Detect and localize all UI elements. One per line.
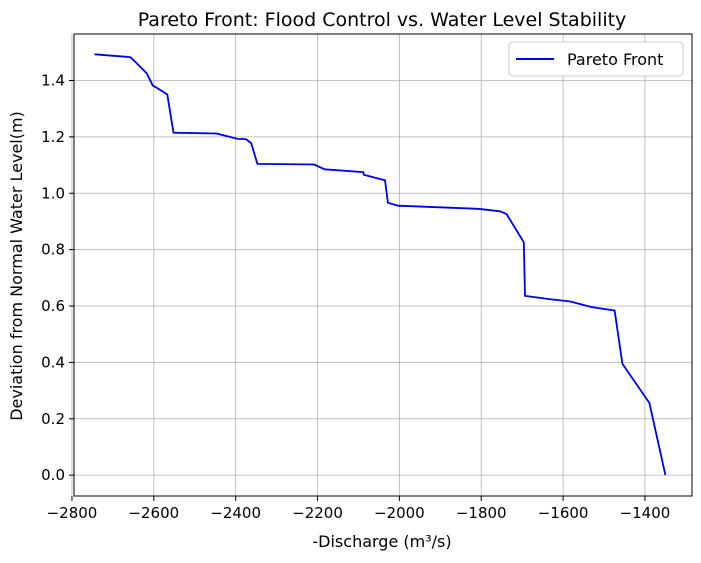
- y-tick-label: 0.2: [41, 410, 65, 428]
- x-tick-label: −1600: [538, 504, 589, 522]
- y-tick-label: 1.2: [41, 128, 65, 146]
- y-tick-label: 0.4: [41, 353, 65, 371]
- x-tick-label: −2800: [47, 504, 98, 522]
- chart-title: Pareto Front: Flood Control vs. Water Le…: [138, 9, 627, 31]
- y-tick-label: 0.6: [41, 297, 65, 315]
- y-tick-label: 1.0: [41, 184, 65, 202]
- x-tick-label: −2000: [374, 504, 425, 522]
- series-group: [94, 53, 667, 476]
- x-tick-label: −2400: [210, 504, 261, 522]
- series-line-pareto-front: [94, 53, 667, 476]
- y-axis-ticks: 0.0 0.2 0.4 0.6 0.8 1.0 1.2 1.4: [41, 72, 74, 484]
- grid: [71, 34, 692, 496]
- x-tick-label: −1400: [620, 504, 671, 522]
- legend-label: Pareto Front: [567, 50, 663, 69]
- x-axis-label: -Discharge (m³/s): [312, 532, 451, 551]
- legend-box: [508, 41, 684, 77]
- x-axis-ticks: −2800 −2600 −2400 −2200 −2000 −1800 −1600 −1400: [47, 496, 671, 522]
- plot-frame: [73, 33, 693, 497]
- legend: Pareto Front: [508, 41, 684, 77]
- x-tick-label: −2600: [128, 504, 179, 522]
- x-tick-label: −2200: [292, 504, 343, 522]
- y-axis-label: Deviation from Normal Water Level(m): [7, 111, 26, 421]
- y-tick-label: 0.0: [41, 466, 65, 484]
- x-tick-label: −1800: [456, 504, 507, 522]
- y-tick-label: 0.8: [41, 241, 65, 259]
- y-tick-label: 1.4: [41, 72, 65, 90]
